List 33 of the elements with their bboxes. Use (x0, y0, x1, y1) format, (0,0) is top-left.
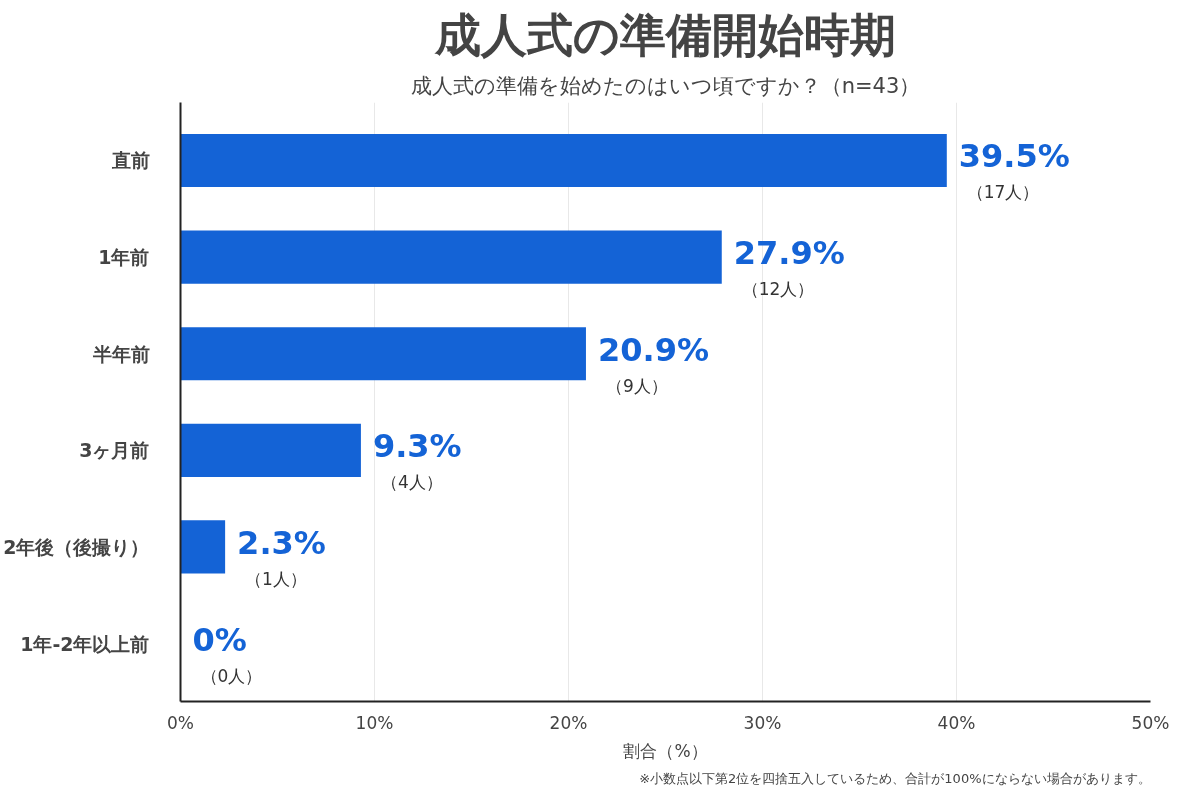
y-tick-label: 1年前 (98, 246, 150, 269)
text: ※小数点以下第2位を四捨五入しているため、合計が100%にならない場合があります。 (639, 770, 1151, 786)
y-tick-label: 2年後（後撮り） (3, 535, 150, 558)
y-tick-label: 半年前 (91, 342, 150, 365)
annotation: （0人） (200, 665, 263, 686)
annotation: （4人） (380, 472, 443, 493)
bar (180, 133, 947, 188)
annotation: （1人） (245, 568, 307, 589)
x-tick-label: 0% (167, 712, 194, 733)
x-tick-label: 50% (1131, 712, 1170, 733)
x-axis-title: 割合（%） (623, 740, 708, 761)
bar (180, 230, 722, 284)
x-tick-label: 40% (937, 712, 976, 733)
y-tick-label: 3ヶ月前 (79, 439, 150, 462)
data-label: 20.9% (597, 330, 709, 369)
annotation: （17人） (966, 182, 1040, 203)
data-label: 0% (192, 620, 247, 659)
x-tick-label: 10% (355, 712, 394, 733)
data-label: 39.5% (958, 137, 1070, 176)
x-tick-label: 30% (743, 712, 782, 733)
bar (180, 520, 226, 574)
y-tick-label: 直前 (110, 149, 150, 172)
data-label: 9.3% (372, 427, 462, 466)
x-tick-label: 20% (549, 712, 588, 733)
annotation: （9人） (605, 375, 668, 396)
y-tick-label: 1年-2年以上前 (20, 632, 150, 655)
data-label: 2.3% (237, 523, 326, 562)
chart-subtitle: 成人式の準備を始めたのはいつ頃ですか？（n=43） (410, 73, 921, 98)
data-label: 27.9% (733, 234, 845, 273)
bar (180, 327, 586, 381)
annotation: （12人） (741, 279, 815, 300)
bar (180, 423, 361, 477)
chart-title: 成人式の準備開始時期 (434, 7, 896, 62)
